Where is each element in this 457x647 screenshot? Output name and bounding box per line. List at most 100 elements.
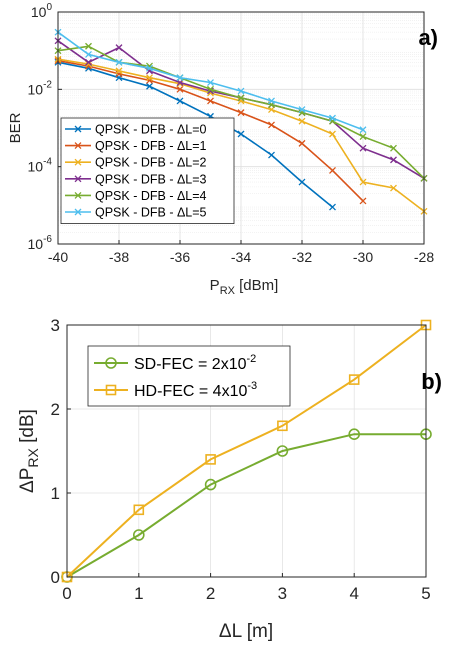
ber-y-axis-label: BER [7,112,24,143]
delta-p-legend-exponent: -2 [246,353,256,365]
ber-series-0 [54,58,336,211]
ber-series-group [54,28,428,215]
ber-data-point [85,58,92,66]
ber-legend-marker [74,158,82,166]
ber-data-point [176,85,184,93]
ber-legend-entry: QPSK - DFB - ΔL=3 [95,172,207,186]
ber-x-tick-label: -40 [48,249,68,265]
ber-data-point [329,114,336,122]
delta-p-x-tick-label: 2 [206,584,215,603]
ber-data-point [298,117,306,125]
ber-legend-marker [74,142,82,150]
delta-p-y-axis-label: ΔPRX [dB] [17,409,41,493]
ber-y-tick-base: 10 [28,81,44,97]
delta-p-x-tick-label: 0 [62,584,71,603]
delta-p-data-point [133,504,145,516]
ber-data-point [359,144,367,152]
ber-data-point [146,64,153,72]
ber-data-point [359,197,367,205]
ber-data-point [115,58,123,66]
ber-data-point [237,109,245,117]
ber-series-5 [54,28,367,134]
delta-p-legend-exponent: -3 [247,380,257,392]
ber-data-point [329,203,336,211]
ber-legend-marker [74,191,82,199]
delta-p-series-0 [61,428,432,583]
delta-p-data-point [277,420,288,432]
ber-x-tick-label: -30 [353,249,373,265]
ber-data-point [237,130,245,138]
ber-data-point [298,178,306,186]
delta-p-legend-entry: HD-FEC = 4x10-3 [134,380,257,400]
ber-y-tick-label: 100 [31,2,53,20]
delta-p-series-line [66,433,426,578]
ber-y-tick-base: 10 [28,159,44,175]
delta-p-y-tick-label: 3 [51,316,60,335]
delta-p-legend-text: SD-FEC = 2x10 [134,356,247,373]
delta-p-axes-box [66,324,427,578]
ber-data-point [85,50,92,58]
ber-x-tick-label: -38 [109,249,129,265]
ber-legend-entry: QPSK - DFB - ΔL=1 [95,139,207,153]
delta-p-series-group [61,319,432,583]
ber-legend-marker [74,208,82,216]
delta-p-x-axis-label: ΔL [m] [219,621,273,642]
delta-p-legend-marker [105,357,117,369]
delta-p-y-tick-label: 1 [51,484,60,503]
ber-x-tick-label: -28 [414,249,434,265]
delta-p-legend-box [87,345,291,407]
delta-p-x-tick-label: 5 [421,584,430,603]
delta-p-data-point [348,374,360,385]
ber-data-point [359,133,367,141]
ber-y-tick-label: 10-4 [28,157,53,175]
delta-p-y-tick-label: 2 [51,400,60,419]
ber-x-tick-label: -32 [292,249,312,265]
ber-x-tick-label: -34 [231,249,251,265]
ber-data-point [268,97,275,105]
ber-y-tick-exponent: -6 [43,234,52,245]
ber-y-tick-label: 10-2 [28,79,53,97]
ber-data-point [207,79,214,86]
ber-data-point [390,184,397,192]
ber-legend-entry: QPSK - DFB - ΔL=0 [95,123,207,137]
delta-p-data-point [276,445,289,457]
ber-x-axis-label: PRX [dBm] [210,277,279,297]
ber-y-tick-exponent: 0 [46,2,52,13]
ber-data-point [298,106,306,114]
ber-data-point [268,151,275,159]
ber-data-point [359,178,367,186]
ber-data-point [268,121,275,129]
ber-data-point [390,156,397,164]
ber-legend-entry: QPSK - DFB - ΔL=4 [95,189,207,203]
delta-p-y-ticks: 0 1 2 3 [51,316,71,587]
ber-data-point [237,94,245,102]
delta-p-legend-entry: SD-FEC = 2x10-2 [134,353,256,373]
delta-p-chart: 0 1 2 3 4 5 0 1 2 3 ΔL [m] ΔPRX [dB] b) SD-FEC =… [17,316,442,642]
ber-data-point [207,85,214,93]
delta-p-data-point [133,529,145,541]
ber-data-point [329,166,336,174]
ber-legend-marker [74,175,82,183]
delta-p-x-tick-label: 3 [278,584,287,603]
delta-p-data-point [204,478,217,491]
ber-y-tick-base: 10 [31,4,47,20]
ber-series-line [57,61,334,208]
ber-data-point [359,126,367,134]
ber-legend-box [60,117,235,224]
delta-p-legend-text: HD-FEC = 4x10 [134,383,247,400]
ber-data-point [390,144,397,152]
ber-data-point [146,82,153,90]
ber-data-point [237,87,245,95]
delta-p-y-tick-label: 0 [51,568,60,587]
ber-data-point [329,130,336,138]
ber-y-tick-exponent: -2 [43,79,52,90]
ber-legend-marker [74,125,82,133]
ber-x-ticks: -40 -38 -36 -34 -32 -30 -28 [48,240,434,265]
ber-data-point [115,44,123,52]
panel-label-a: a) [418,25,438,50]
ber-data-point [115,67,123,75]
delta-p-legend: SD-FEC = 2x10-2 HD-FEC = 4x10-3 [87,345,291,407]
